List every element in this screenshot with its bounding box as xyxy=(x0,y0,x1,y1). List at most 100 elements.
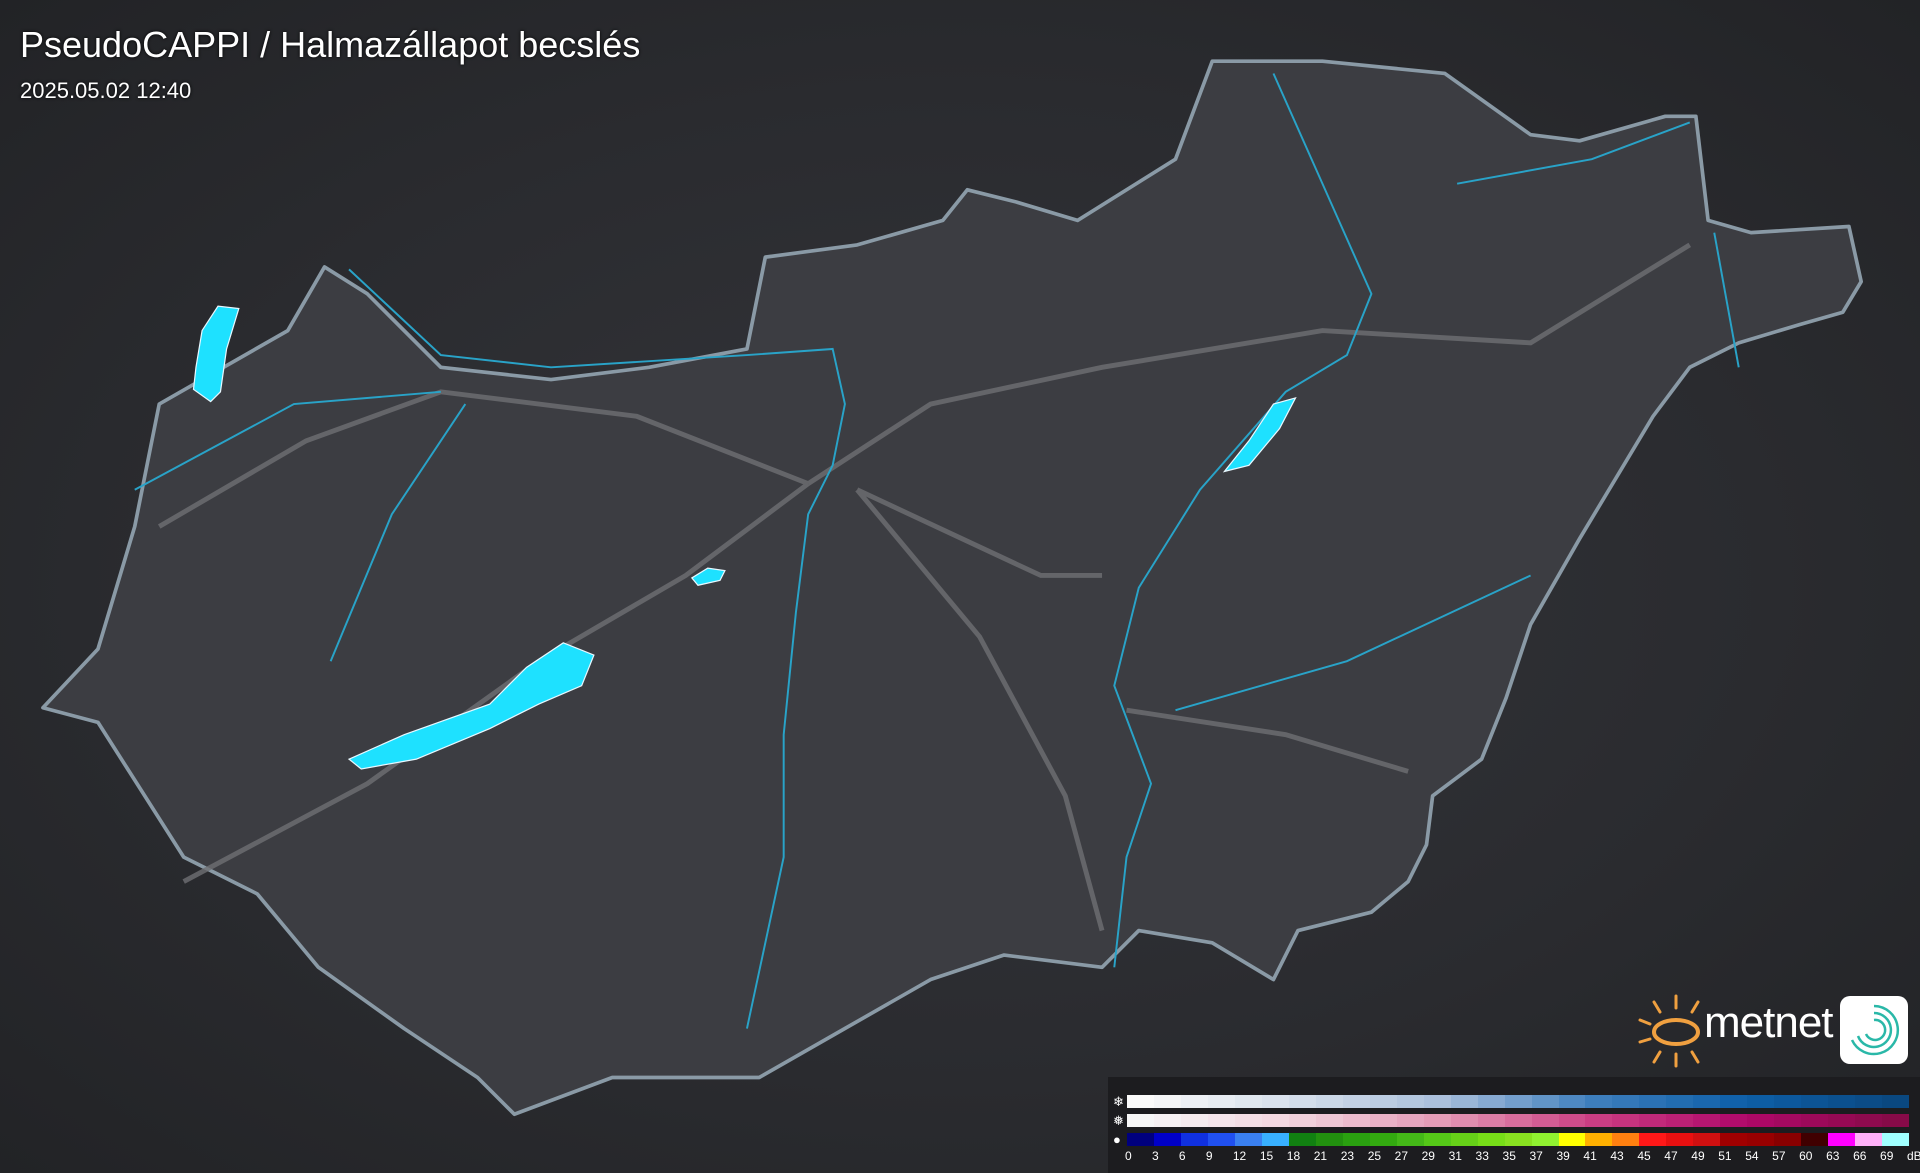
legend-swatch xyxy=(1288,1095,1316,1108)
legend-swatch xyxy=(1180,1114,1208,1127)
legend-label: 35 xyxy=(1502,1149,1516,1163)
sleet-icon: ❅ xyxy=(1113,1113,1124,1128)
legend-label: 54 xyxy=(1745,1149,1759,1163)
legend-label: 51 xyxy=(1718,1149,1732,1163)
legend-swatch xyxy=(1153,1133,1181,1146)
legend-swatch xyxy=(1882,1114,1910,1127)
legend-label: 57 xyxy=(1772,1149,1786,1163)
legend-swatch xyxy=(1639,1133,1667,1146)
legend-swatch xyxy=(1342,1095,1370,1108)
legend-label: 3 xyxy=(1151,1149,1159,1163)
legend-label: 31 xyxy=(1448,1149,1462,1163)
legend-swatch xyxy=(1558,1133,1586,1146)
legend-swatch xyxy=(1612,1114,1640,1127)
legend-swatch xyxy=(1504,1133,1532,1146)
legend-swatch xyxy=(1801,1133,1829,1146)
legend-swatch xyxy=(1585,1133,1613,1146)
legend-swatch xyxy=(1207,1095,1235,1108)
lake-velence xyxy=(690,567,726,586)
legend-swatch xyxy=(1531,1114,1559,1127)
legend-label: 69 xyxy=(1880,1149,1894,1163)
legend-swatch xyxy=(1261,1114,1289,1127)
legend-unit: dBZ xyxy=(1907,1149,1920,1163)
legend-label: 37 xyxy=(1529,1149,1543,1163)
legend-label: 60 xyxy=(1799,1149,1813,1163)
legend-swatch xyxy=(1504,1095,1532,1108)
legend-swatch xyxy=(1639,1095,1667,1108)
legend-swatch xyxy=(1477,1095,1505,1108)
legend-swatch xyxy=(1450,1114,1478,1127)
legend-swatch xyxy=(1747,1133,1775,1146)
legend-label: 12 xyxy=(1232,1149,1247,1163)
legend-swatch xyxy=(1127,1095,1154,1108)
legend-label: 29 xyxy=(1421,1149,1435,1163)
legend-swatch xyxy=(1369,1133,1397,1146)
legend-swatch xyxy=(1369,1114,1397,1127)
legend-swatch xyxy=(1774,1133,1802,1146)
legend-swatch xyxy=(1774,1095,1802,1108)
legend-swatch xyxy=(1882,1133,1910,1146)
legend-swatch xyxy=(1639,1114,1667,1127)
snowflake-icon: ❄ xyxy=(1113,1094,1124,1109)
legend-swatch xyxy=(1828,1095,1856,1108)
legend-label: 21 xyxy=(1313,1149,1328,1163)
legend-swatch xyxy=(1666,1095,1694,1108)
map-title: PseudoCAPPI / Halmazállapot becslés xyxy=(20,24,641,65)
river-danube xyxy=(348,268,846,1029)
legend-swatch xyxy=(1666,1114,1694,1127)
legend-swatch xyxy=(1612,1133,1640,1146)
legend-swatch xyxy=(1612,1095,1640,1108)
lake-tisza xyxy=(1222,396,1297,473)
legend-swatch xyxy=(1558,1114,1586,1127)
legend-label: 45 xyxy=(1637,1149,1651,1163)
legend-swatch xyxy=(1693,1095,1721,1108)
legend-swatch xyxy=(1315,1133,1343,1146)
legend-swatch xyxy=(1396,1095,1424,1108)
legend-swatch xyxy=(1127,1133,1154,1146)
legend-swatch xyxy=(1747,1114,1775,1127)
legend-label: 0 xyxy=(1125,1149,1132,1163)
raindrop-icon: ● xyxy=(1113,1132,1121,1147)
legend-swatch xyxy=(1477,1133,1505,1146)
legend-label: 9 xyxy=(1205,1149,1213,1163)
lakes xyxy=(192,305,1297,770)
legend-swatch xyxy=(1396,1133,1424,1146)
legend-label: 41 xyxy=(1583,1149,1597,1163)
legend-label: 49 xyxy=(1691,1149,1705,1163)
legend-label: 18 xyxy=(1286,1149,1301,1163)
rivers xyxy=(134,73,1740,1029)
legend-swatch xyxy=(1261,1095,1289,1108)
color-legend: ❄ ❅ ● 0 3 6 9 12 15 18 21 23 25 27 29 31 33 35 37 39 41 43… xyxy=(1108,1077,1920,1173)
legend-swatch xyxy=(1720,1095,1748,1108)
legend-swatch xyxy=(1855,1114,1883,1127)
legend-row-snow xyxy=(1127,1095,1910,1108)
legend-swatch xyxy=(1234,1095,1262,1108)
legend-swatch xyxy=(1747,1095,1775,1108)
legend-label: 23 xyxy=(1340,1149,1355,1163)
legend-swatch xyxy=(1261,1133,1289,1146)
legend-swatch xyxy=(1288,1133,1316,1146)
legend-row-mixed xyxy=(1127,1114,1910,1127)
legend-swatch xyxy=(1828,1114,1856,1127)
legend-swatch xyxy=(1666,1133,1694,1146)
legend-label: 6 xyxy=(1178,1149,1186,1163)
legend-swatch xyxy=(1801,1095,1829,1108)
legend-swatch xyxy=(1801,1114,1829,1127)
legend-label: 66 xyxy=(1853,1149,1867,1163)
legend-swatch xyxy=(1855,1095,1883,1108)
legend-swatch xyxy=(1585,1095,1613,1108)
legend-swatch xyxy=(1153,1114,1181,1127)
legend-swatch xyxy=(1531,1133,1559,1146)
roads xyxy=(157,242,1692,932)
legend-swatch xyxy=(1774,1114,1802,1127)
legend-label: 27 xyxy=(1394,1149,1408,1163)
legend-swatch xyxy=(1720,1114,1748,1127)
legend-swatch xyxy=(1207,1133,1235,1146)
legend-row-rain xyxy=(1127,1133,1910,1146)
legend-swatch xyxy=(1423,1133,1451,1146)
legend-swatch xyxy=(1396,1114,1424,1127)
legend-swatch xyxy=(1180,1133,1208,1146)
legend-swatch xyxy=(1828,1133,1856,1146)
lake-neusiedl xyxy=(192,305,240,403)
